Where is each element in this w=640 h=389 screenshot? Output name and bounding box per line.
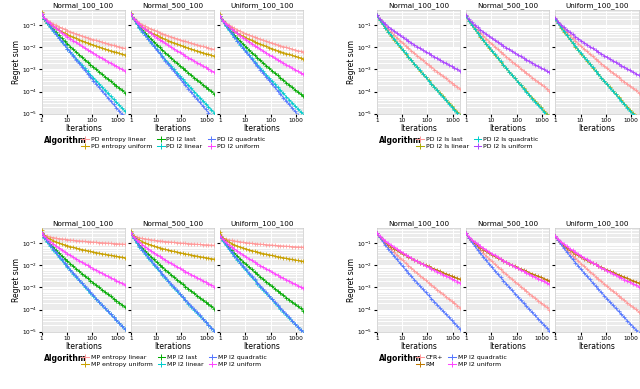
Text: Algorithm: Algorithm (380, 136, 422, 145)
X-axis label: Iterations: Iterations (579, 124, 616, 133)
Title: Normal_100_100: Normal_100_100 (52, 2, 114, 9)
X-axis label: Iterations: Iterations (243, 124, 280, 133)
X-axis label: Iterations: Iterations (154, 342, 191, 351)
Title: Normal_100_100: Normal_100_100 (388, 220, 449, 227)
Y-axis label: Regret sum: Regret sum (347, 40, 356, 84)
Y-axis label: Regret sum: Regret sum (12, 40, 20, 84)
Legend: PD l2 ls last, PD l2 ls linear, PD l2 ls quadratic, PD l2 ls uniform: PD l2 ls last, PD l2 ls linear, PD l2 ls… (414, 135, 541, 152)
X-axis label: Iterations: Iterations (490, 342, 526, 351)
Title: Normal_100_100: Normal_100_100 (52, 220, 114, 227)
Legend: MP entropy linear, MP entropy uniform, MP l2 last, MP l2 linear, MP l2 quadratic: MP entropy linear, MP entropy uniform, M… (79, 352, 269, 370)
Text: Algorithm: Algorithm (44, 354, 87, 363)
Title: Normal_500_100: Normal_500_100 (477, 220, 538, 227)
Title: Uniform_100_100: Uniform_100_100 (230, 220, 294, 227)
Title: Uniform_100_100: Uniform_100_100 (565, 220, 628, 227)
Legend: PD entropy linear, PD entropy uniform, PD l2 last, PD l2 linear, PD l2 quadratic: PD entropy linear, PD entropy uniform, P… (79, 135, 268, 152)
X-axis label: Iterations: Iterations (400, 342, 437, 351)
X-axis label: Iterations: Iterations (490, 124, 526, 133)
Text: Algorithm: Algorithm (44, 136, 87, 145)
Title: Uniform_100_100: Uniform_100_100 (565, 2, 628, 9)
Title: Normal_500_100: Normal_500_100 (142, 2, 203, 9)
Title: Normal_100_100: Normal_100_100 (388, 2, 449, 9)
Text: Algorithm: Algorithm (380, 354, 422, 363)
X-axis label: Iterations: Iterations (65, 342, 102, 351)
Legend: CFR+, RM, MP l2 quadratic, MP l2 uniform: CFR+, RM, MP l2 quadratic, MP l2 uniform (414, 352, 509, 370)
X-axis label: Iterations: Iterations (154, 124, 191, 133)
Y-axis label: Regret sum: Regret sum (347, 258, 356, 302)
X-axis label: Iterations: Iterations (243, 342, 280, 351)
X-axis label: Iterations: Iterations (400, 124, 437, 133)
Title: Uniform_100_100: Uniform_100_100 (230, 2, 294, 9)
Title: Normal_500_100: Normal_500_100 (142, 220, 203, 227)
Title: Normal_500_100: Normal_500_100 (477, 2, 538, 9)
X-axis label: Iterations: Iterations (579, 342, 616, 351)
Y-axis label: Regret sum: Regret sum (12, 258, 20, 302)
X-axis label: Iterations: Iterations (65, 124, 102, 133)
